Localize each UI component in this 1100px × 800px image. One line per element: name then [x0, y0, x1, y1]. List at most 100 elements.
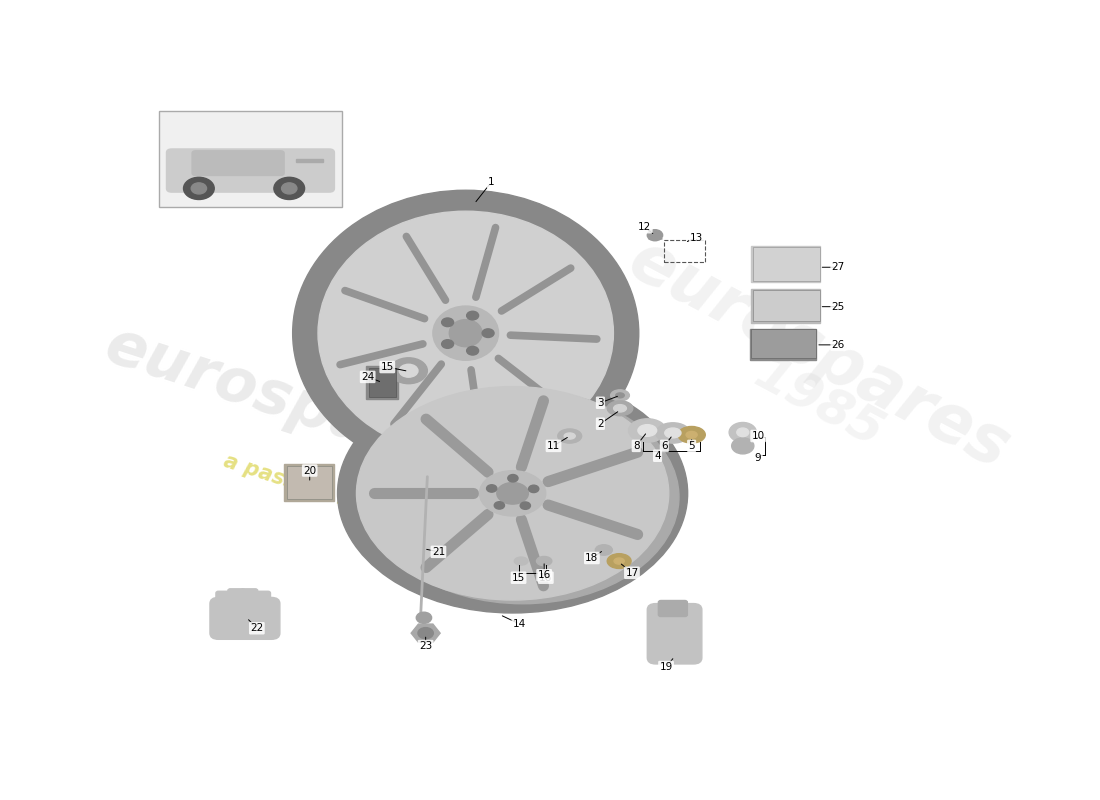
Text: 1985: 1985: [747, 350, 892, 458]
Text: 25: 25: [832, 302, 845, 312]
Text: 9: 9: [755, 454, 761, 463]
Ellipse shape: [497, 482, 528, 504]
Circle shape: [184, 178, 214, 199]
Circle shape: [529, 485, 539, 493]
Ellipse shape: [366, 390, 679, 604]
Ellipse shape: [515, 557, 528, 565]
Text: 22: 22: [250, 623, 264, 634]
Text: 3: 3: [597, 398, 604, 408]
Circle shape: [494, 502, 505, 509]
FancyBboxPatch shape: [751, 246, 820, 282]
Ellipse shape: [610, 390, 629, 401]
Circle shape: [647, 230, 662, 241]
Polygon shape: [411, 624, 440, 642]
Bar: [296, 159, 323, 162]
FancyBboxPatch shape: [751, 290, 820, 322]
Text: 4: 4: [654, 450, 661, 461]
Ellipse shape: [356, 386, 669, 600]
Text: 2: 2: [597, 418, 604, 429]
Text: 1: 1: [488, 178, 495, 187]
Circle shape: [418, 628, 433, 638]
FancyBboxPatch shape: [284, 464, 333, 502]
Text: 15: 15: [512, 573, 525, 582]
Ellipse shape: [686, 431, 697, 438]
FancyBboxPatch shape: [253, 591, 271, 611]
Bar: [158, 111, 342, 207]
FancyBboxPatch shape: [192, 151, 284, 175]
Ellipse shape: [607, 401, 632, 416]
Circle shape: [191, 183, 207, 194]
FancyBboxPatch shape: [216, 591, 233, 611]
Circle shape: [729, 422, 757, 442]
Text: 16: 16: [538, 570, 551, 580]
Text: 27: 27: [832, 262, 845, 272]
Text: 18: 18: [585, 553, 598, 563]
Ellipse shape: [433, 306, 498, 360]
Text: 26: 26: [832, 340, 845, 350]
FancyBboxPatch shape: [228, 589, 245, 609]
FancyBboxPatch shape: [210, 598, 279, 639]
Ellipse shape: [614, 558, 625, 564]
Text: 10: 10: [751, 431, 764, 441]
Text: 19: 19: [659, 662, 673, 672]
Ellipse shape: [338, 374, 688, 613]
FancyBboxPatch shape: [166, 149, 334, 192]
Text: 8: 8: [632, 441, 639, 451]
Circle shape: [466, 346, 478, 355]
Circle shape: [732, 438, 754, 454]
Ellipse shape: [656, 422, 690, 443]
Circle shape: [486, 485, 497, 492]
Circle shape: [737, 428, 749, 437]
Circle shape: [508, 474, 518, 482]
Circle shape: [482, 329, 494, 338]
Circle shape: [520, 502, 530, 510]
Text: 17: 17: [625, 568, 639, 578]
Ellipse shape: [558, 429, 582, 443]
Text: 14: 14: [513, 619, 526, 629]
Ellipse shape: [595, 545, 613, 555]
FancyBboxPatch shape: [241, 589, 257, 609]
Text: 24: 24: [361, 372, 374, 382]
Ellipse shape: [399, 364, 418, 378]
Circle shape: [441, 340, 453, 348]
Text: 15: 15: [381, 362, 394, 372]
Ellipse shape: [449, 320, 482, 346]
Ellipse shape: [638, 425, 657, 436]
Text: 6: 6: [661, 441, 668, 451]
Circle shape: [416, 612, 431, 623]
Bar: [754, 247, 820, 281]
Ellipse shape: [607, 554, 631, 569]
Circle shape: [274, 178, 305, 199]
Ellipse shape: [389, 358, 427, 384]
Bar: [754, 290, 820, 322]
Text: 20: 20: [304, 466, 317, 475]
FancyBboxPatch shape: [659, 601, 688, 617]
Text: 16: 16: [539, 573, 552, 582]
Text: 21: 21: [432, 547, 446, 557]
Ellipse shape: [318, 211, 614, 455]
Ellipse shape: [537, 557, 552, 566]
Ellipse shape: [564, 433, 575, 439]
Ellipse shape: [480, 470, 546, 516]
FancyBboxPatch shape: [366, 366, 398, 399]
Bar: [751, 330, 816, 358]
Text: eurospares: eurospares: [618, 226, 1021, 482]
Text: a passion for parts since 1985: a passion for parts since 1985: [221, 450, 565, 579]
Bar: [664, 239, 705, 262]
Text: eurospares: eurospares: [98, 316, 484, 492]
Circle shape: [441, 318, 453, 326]
Circle shape: [466, 311, 478, 320]
Text: 5: 5: [689, 441, 695, 451]
FancyBboxPatch shape: [213, 609, 231, 626]
Bar: [368, 368, 396, 398]
Bar: [287, 466, 332, 499]
Text: 11: 11: [547, 441, 560, 451]
Ellipse shape: [628, 418, 666, 442]
Ellipse shape: [664, 428, 681, 438]
Ellipse shape: [614, 405, 626, 412]
Circle shape: [282, 183, 297, 194]
Text: 23: 23: [419, 641, 432, 651]
Text: 13: 13: [690, 233, 703, 242]
FancyBboxPatch shape: [749, 329, 816, 360]
Ellipse shape: [616, 393, 625, 398]
